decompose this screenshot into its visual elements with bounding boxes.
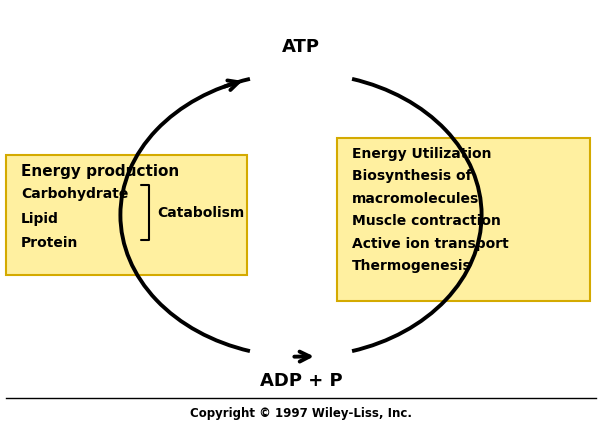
FancyBboxPatch shape: [6, 155, 247, 275]
FancyBboxPatch shape: [337, 138, 590, 301]
Text: Biosynthesis of: Biosynthesis of: [352, 169, 472, 184]
Text: Lipid: Lipid: [21, 212, 59, 226]
Text: Carbohydrate: Carbohydrate: [21, 187, 128, 201]
Text: Protein: Protein: [21, 236, 78, 250]
Text: ATP: ATP: [282, 38, 320, 56]
Text: macromolecules: macromolecules: [352, 192, 479, 206]
Text: Muscle contraction: Muscle contraction: [352, 214, 501, 228]
Text: Catabolism: Catabolism: [158, 206, 245, 220]
Text: Energy production: Energy production: [21, 164, 179, 179]
Text: Active ion transport: Active ion transport: [352, 237, 509, 251]
Text: Energy Utilization: Energy Utilization: [352, 147, 492, 161]
Text: Copyright © 1997 Wiley-Liss, Inc.: Copyright © 1997 Wiley-Liss, Inc.: [190, 407, 412, 420]
Text: ADP + P: ADP + P: [259, 372, 343, 390]
Text: Thermogenesis: Thermogenesis: [352, 259, 472, 273]
